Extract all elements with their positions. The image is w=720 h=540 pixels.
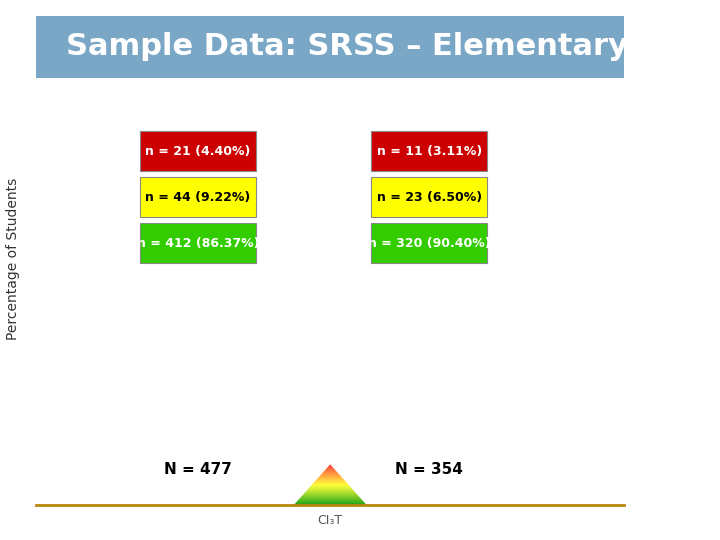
Text: n = 23 (6.50%): n = 23 (6.50%) [377, 191, 482, 204]
Polygon shape [322, 472, 338, 474]
Polygon shape [308, 488, 352, 489]
Polygon shape [294, 504, 366, 505]
Polygon shape [328, 465, 332, 467]
Text: n = 320 (90.40%): n = 320 (90.40%) [368, 237, 490, 249]
Polygon shape [315, 481, 346, 482]
Polygon shape [302, 495, 359, 496]
FancyBboxPatch shape [140, 222, 256, 263]
Polygon shape [314, 482, 346, 483]
Polygon shape [321, 474, 339, 475]
Text: Percentage of Students: Percentage of Students [6, 178, 20, 340]
Text: n = 412 (86.37%): n = 412 (86.37%) [137, 237, 259, 249]
Polygon shape [317, 478, 343, 480]
Polygon shape [306, 491, 355, 492]
Polygon shape [325, 469, 336, 470]
Polygon shape [304, 492, 356, 494]
Polygon shape [307, 490, 354, 491]
Polygon shape [297, 501, 364, 502]
Polygon shape [298, 499, 362, 500]
Polygon shape [296, 502, 364, 503]
FancyBboxPatch shape [140, 177, 256, 217]
Polygon shape [297, 500, 363, 501]
Polygon shape [315, 480, 345, 481]
Polygon shape [328, 467, 333, 468]
Text: N = 477: N = 477 [164, 462, 232, 477]
Polygon shape [318, 477, 343, 478]
Polygon shape [320, 475, 340, 476]
Polygon shape [324, 470, 336, 471]
Polygon shape [329, 464, 331, 465]
Polygon shape [307, 489, 353, 490]
Polygon shape [303, 494, 357, 495]
Polygon shape [310, 487, 351, 488]
Polygon shape [294, 503, 366, 504]
Polygon shape [300, 498, 361, 499]
FancyBboxPatch shape [140, 131, 256, 172]
Text: n = 44 (9.22%): n = 44 (9.22%) [145, 191, 251, 204]
Polygon shape [310, 485, 350, 487]
Text: CI₃T: CI₃T [318, 514, 343, 526]
FancyBboxPatch shape [372, 131, 487, 172]
FancyBboxPatch shape [372, 222, 487, 263]
Text: N = 354: N = 354 [395, 462, 463, 477]
Text: n = 21 (4.40%): n = 21 (4.40%) [145, 145, 251, 158]
Text: Sample Data: SRSS – Elementary: Sample Data: SRSS – Elementary [66, 32, 628, 62]
Text: n = 11 (3.11%): n = 11 (3.11%) [377, 145, 482, 158]
FancyBboxPatch shape [372, 177, 487, 217]
Polygon shape [300, 497, 360, 498]
Polygon shape [319, 476, 341, 477]
Polygon shape [323, 471, 338, 472]
Polygon shape [301, 496, 359, 497]
Polygon shape [313, 483, 348, 484]
FancyBboxPatch shape [36, 16, 624, 78]
Polygon shape [325, 468, 335, 469]
Polygon shape [312, 484, 348, 485]
